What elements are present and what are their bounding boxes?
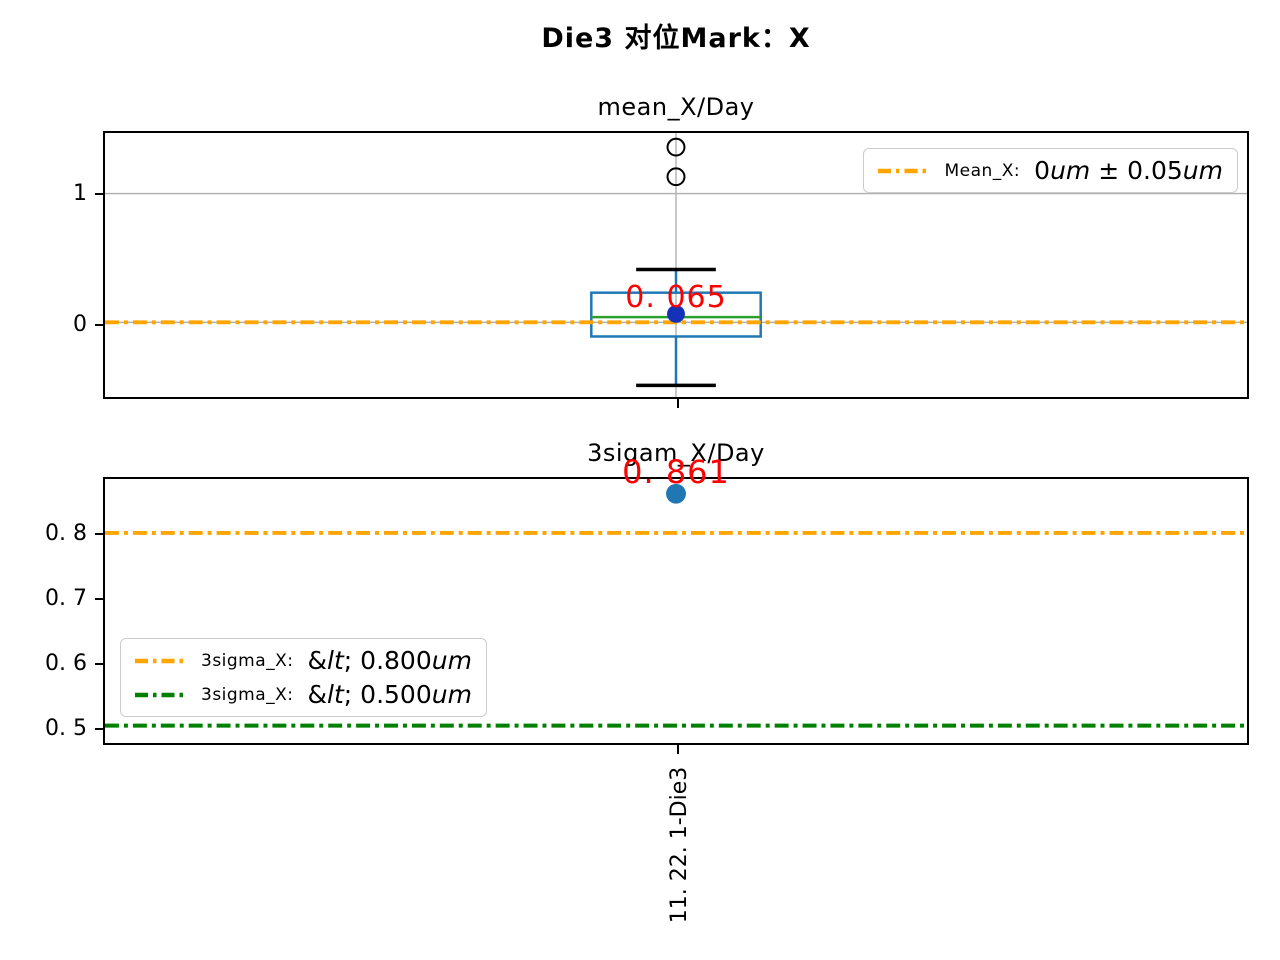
axes-mean-x: mean_X/Day 0. 065 Mean_X: 0um ± 0.05um 0… [73, 93, 1249, 408]
y-tick [95, 532, 105, 535]
legend-label-prefix: 3sigma_X: [201, 650, 294, 671]
mean-marker [667, 305, 685, 323]
legend-entry-3sigma-upper: 3sigma_X: &lt; 0.800um [135, 646, 472, 675]
y-tick-label: 1 [73, 181, 87, 207]
subplot-title-mean-x: mean_X/Day [597, 93, 755, 121]
y-tick-label: 0 [73, 312, 87, 338]
x-tick-label: 11. 22. 1-Die3 [667, 766, 692, 924]
sigma-x-legend: 3sigma_X: &lt; 0.800um 3sigma_X: &lt; 0.… [120, 638, 487, 717]
outlier-marker [666, 137, 686, 157]
sigma-x-plot-area [105, 483, 1247, 728]
x-tick [677, 743, 679, 754]
y-tick [95, 324, 105, 327]
mean-x-plot-area [105, 133, 1247, 397]
y-tick-label: 0. 5 [45, 716, 87, 742]
y-tick-label: 0. 6 [45, 651, 87, 677]
y-tick-label: 0. 8 [45, 520, 87, 546]
mean-value-annotation: 0. 065 [625, 280, 727, 315]
dashdot-line-sample-icon [878, 168, 931, 173]
sigma-value-annotation: 0. 861 [622, 453, 730, 491]
dashdot-line-sample-icon [135, 658, 187, 663]
scatter-point [666, 483, 686, 504]
y-tick [95, 193, 105, 196]
legend-label-value: 0um ± 0.05um [1034, 156, 1223, 185]
outlier-marker [666, 167, 686, 187]
y-tick [95, 663, 105, 666]
legend-entry-mean-x: Mean_X: 0um ± 0.05um [878, 156, 1223, 185]
legend-label-value: &lt; 0.500um [307, 680, 472, 709]
box [590, 291, 762, 338]
dashdot-line-sample-icon [135, 692, 187, 697]
legend-label-prefix: Mean_X: [944, 160, 1021, 181]
mean-x-legend: Mean_X: 0um ± 0.05um [863, 148, 1238, 193]
x-tick [677, 397, 679, 408]
legend-entry-3sigma-lower: 3sigma_X: &lt; 0.500um [135, 680, 472, 709]
y-tick [95, 597, 105, 600]
subplot-title-3sigma-x: 3sigam_X/Day [587, 439, 765, 467]
y-tick [95, 728, 105, 731]
legend-label-value: &lt; 0.800um [307, 646, 472, 675]
axes-3sigma-x: 3sigam_X/Day 0. 861 3sigma_X: &lt; 0.800… [45, 439, 1249, 923]
y-tick-label: 0. 7 [45, 585, 87, 611]
figure-title: Die3 对位Mark：X [541, 23, 811, 54]
legend-label-prefix: 3sigma_X: [201, 684, 294, 705]
